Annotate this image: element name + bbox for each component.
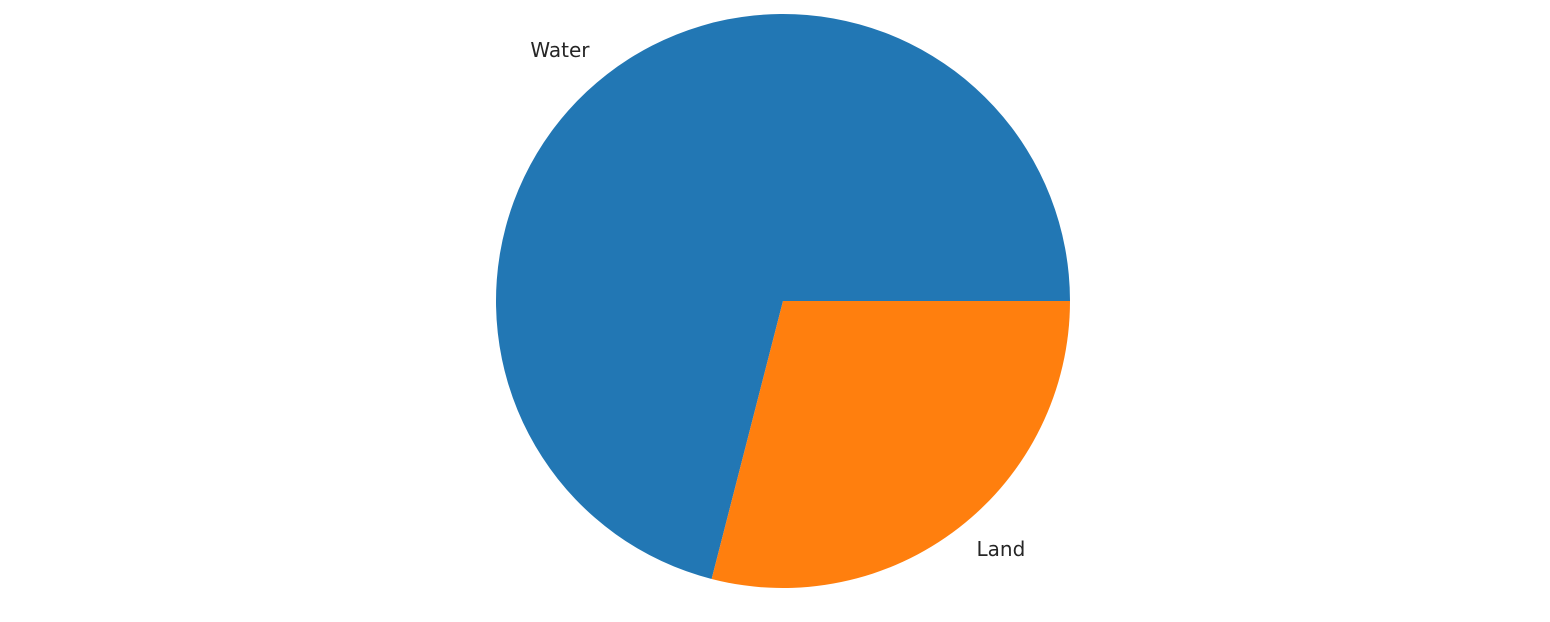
slice-label-land: Land (977, 537, 1026, 561)
pie-slice-land (711, 301, 1070, 588)
slice-label-water: Water (530, 38, 590, 62)
pie-slice-water (496, 13, 1070, 579)
pie-slices (496, 13, 1070, 588)
pie-labels: Water Land (530, 38, 1025, 561)
